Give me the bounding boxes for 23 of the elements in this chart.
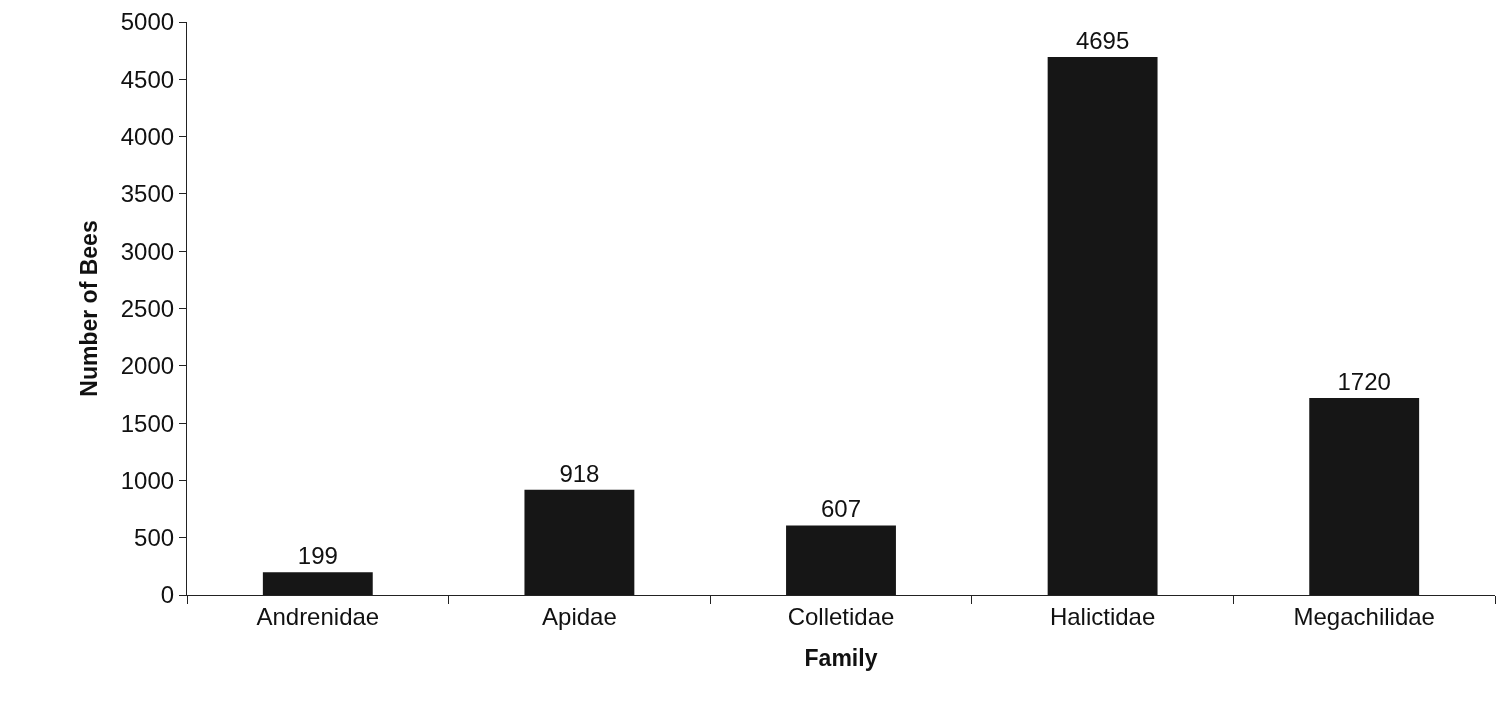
y-tick-label: 4500	[120, 65, 175, 93]
x-axis-title: Family	[804, 644, 878, 671]
y-tick-label: 2000	[120, 352, 175, 380]
y-tick-label: 4000	[120, 123, 175, 150]
y-tick-label: 0	[160, 581, 175, 609]
y-axis-title: Number of Bees	[76, 220, 103, 397]
x-tick-label: Andrenidae	[256, 602, 380, 630]
data-label: 1720	[1337, 367, 1391, 395]
y-tick-label: 2500	[120, 294, 175, 322]
y-tick-label: 5000	[120, 8, 175, 36]
x-tick-label: Halictidae	[1049, 602, 1156, 630]
x-tick-label: Apidae	[542, 602, 617, 630]
data-label: 199	[297, 542, 338, 570]
y-tick-label: 500	[134, 524, 175, 552]
y-tick-label: 1000	[120, 466, 175, 494]
data-label: 918	[559, 459, 600, 487]
y-tick-label: 3500	[120, 180, 175, 208]
data-label: 4695	[1075, 26, 1130, 54]
x-tick-label: Megachilidae	[1293, 602, 1435, 630]
data-label: 607	[820, 495, 862, 523]
y-tick-label: 1500	[120, 409, 175, 437]
y-tick-label: 3000	[120, 237, 175, 265]
x-tick-label: Colletidae	[787, 602, 895, 630]
